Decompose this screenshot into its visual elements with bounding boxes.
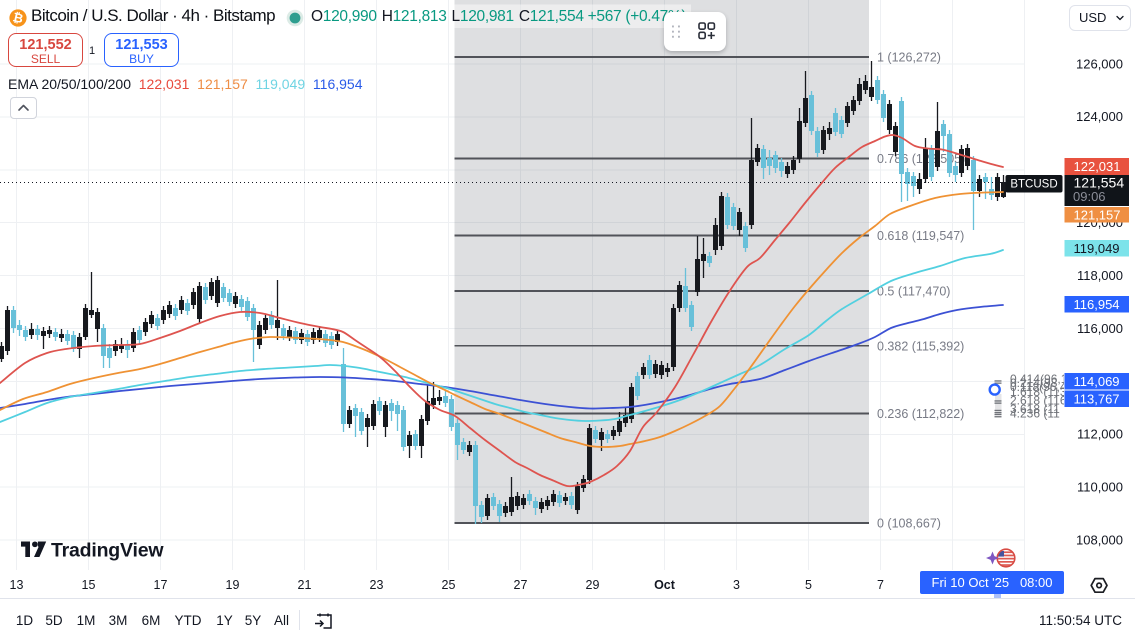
svg-text:2.618 (116,: 2.618 (116, — [1010, 394, 1070, 408]
svg-text:114,069: 114,069 — [1074, 374, 1120, 389]
svg-text:1.618 (113,: 1.618 (113, — [1010, 385, 1070, 399]
svg-text:0 (108,667): 0 (108,667) — [877, 517, 941, 531]
svg-text:0.414(96,1: 0.414(96,1 — [1010, 372, 1068, 386]
svg-text:0.5 (117,470): 0.5 (117,470) — [877, 285, 950, 299]
svg-text:0.214(98: 0.214(98 — [1010, 376, 1058, 390]
svg-text:0.618 (119,547): 0.618 (119,547) — [877, 229, 964, 243]
svg-text:0.786 (122,505): 0.786 (122,505) — [877, 152, 965, 166]
svg-text:₿: ₿ — [11, 10, 24, 26]
svg-text:113,767: 113,767 — [1074, 391, 1120, 406]
svg-text:0.118(96,4: 0.118(96,4 — [1010, 380, 1067, 394]
svg-text:121,554: 121,554 — [1074, 175, 1125, 191]
svg-text:TradingView: TradingView — [51, 540, 164, 562]
svg-text:116,000: 116,000 — [1077, 321, 1123, 336]
svg-text:0.382 (115,392): 0.382 (115,392) — [877, 339, 964, 353]
svg-text:3.618 (11: 3.618 (11 — [1010, 402, 1060, 416]
svg-text:121,157: 121,157 — [1074, 207, 1121, 222]
svg-text:4.236 (11: 4.236 (11 — [1010, 407, 1060, 421]
svg-text:112,000: 112,000 — [1077, 427, 1123, 442]
svg-text:09:06: 09:06 — [1073, 189, 1106, 204]
svg-text:119,049: 119,049 — [1074, 241, 1120, 256]
svg-text:116,954: 116,954 — [1074, 297, 1120, 312]
svg-text:1 (126,272): 1 (126,272) — [877, 51, 941, 65]
svg-text:126,000: 126,000 — [1076, 56, 1123, 71]
svg-text:118,000: 118,000 — [1077, 268, 1123, 283]
svg-text:124,000: 124,000 — [1076, 109, 1123, 124]
svg-text:122,031: 122,031 — [1074, 159, 1121, 174]
svg-text:108,000: 108,000 — [1076, 532, 1123, 547]
svg-text:0.236 (112,822): 0.236 (112,822) — [877, 407, 964, 421]
svg-text:BTCUSD: BTCUSD — [1010, 179, 1057, 191]
svg-text:110,000: 110,000 — [1077, 480, 1123, 495]
